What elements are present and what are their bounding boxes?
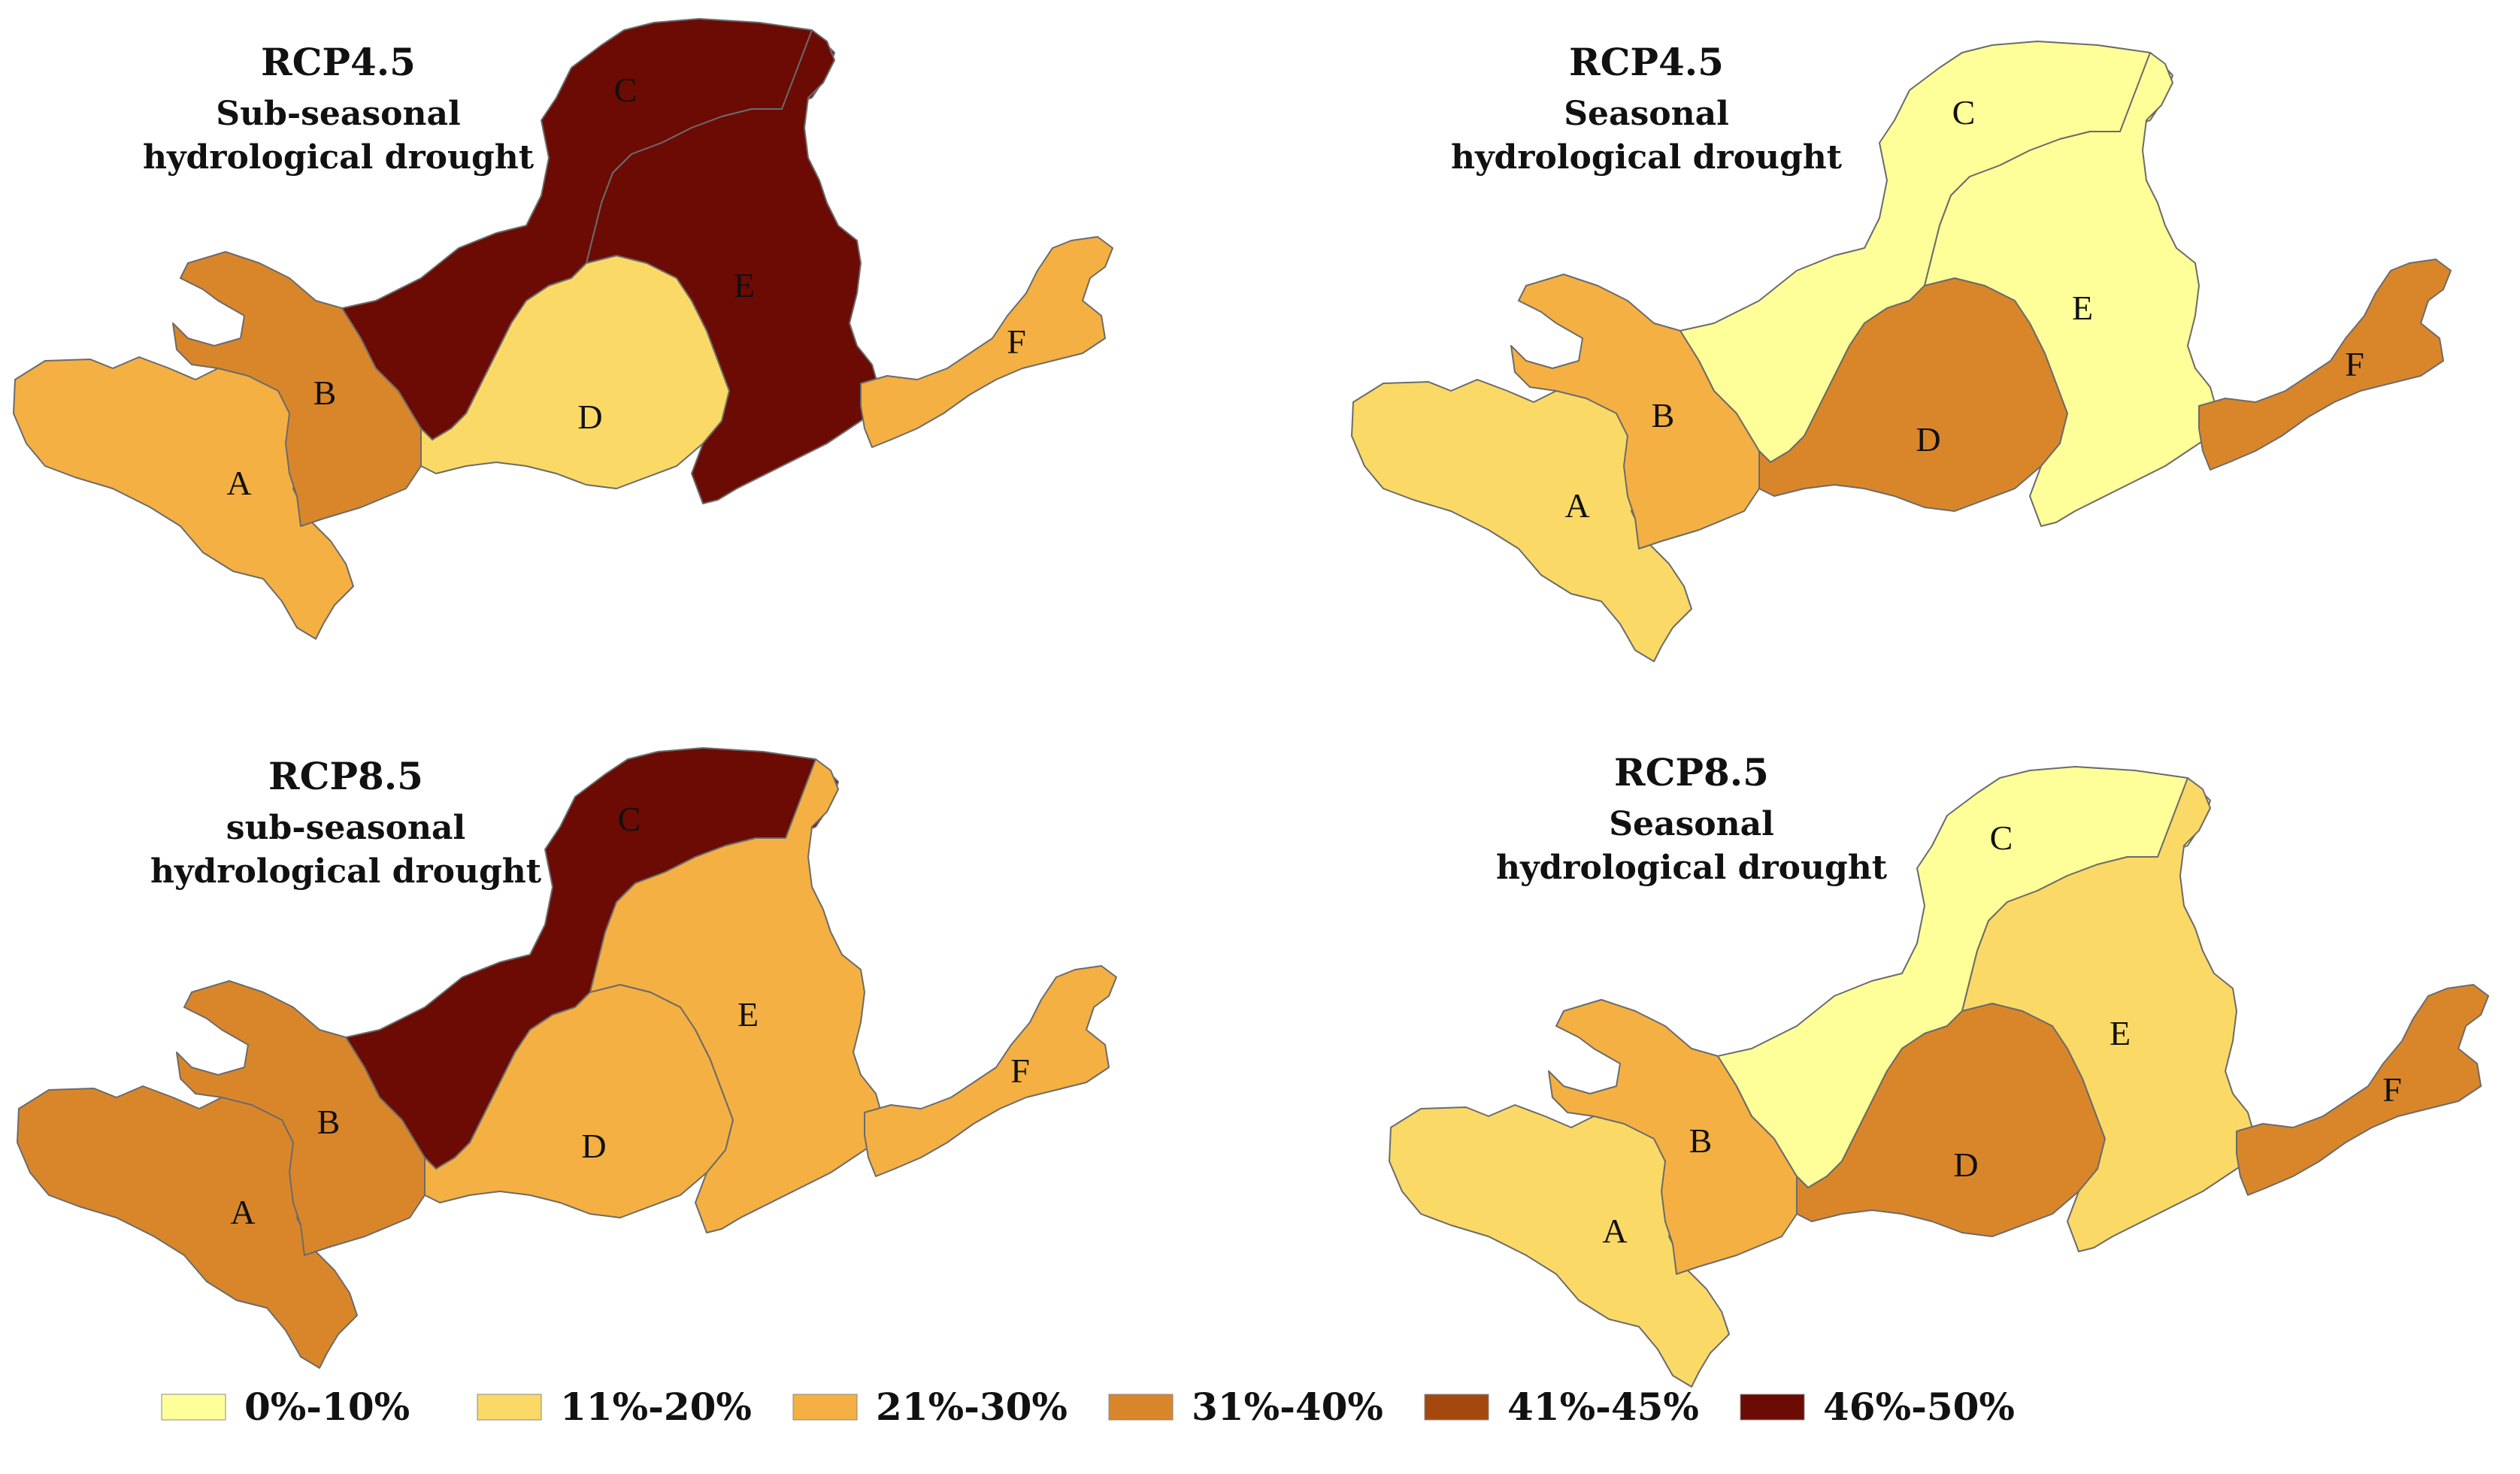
map-title-1: RCP4.5 Sub-seasonal hydrological drought: [143, 40, 535, 177]
region-label-a: A: [1602, 1212, 1627, 1250]
legend-swatch: [1740, 1394, 1805, 1421]
region-label-e: E: [738, 995, 759, 1034]
region-label-b: B: [1652, 396, 1675, 434]
region-label-c: C: [1952, 93, 1976, 132]
map-panel-2: A B C D E F: [1351, 41, 2452, 662]
legend-swatch: [477, 1394, 542, 1421]
region-label-c: C: [614, 71, 638, 109]
region-label-b: B: [317, 1103, 341, 1141]
map-title-line-2: Sub-seasonal: [216, 95, 460, 133]
region-label-a: A: [230, 1193, 255, 1231]
map-panel-3: A B C D E F: [17, 747, 1117, 1369]
region-label-f: F: [2382, 1070, 2402, 1109]
legend-label: 11%-20%: [560, 1385, 752, 1429]
maps-layer: A B C D E F RCP4.5 Sub-seasonal hydrological dro…: [13, 18, 2489, 1388]
legend-swatch: [1424, 1394, 1489, 1421]
region-label-a: A: [226, 464, 251, 502]
region-label-f: F: [2345, 345, 2364, 383]
region-label-d: D: [1953, 1146, 1978, 1184]
map-title-line-2: Seasonal: [1564, 95, 1729, 133]
map-title-line-3: hydrological drought: [1496, 849, 1888, 887]
region-label-b: B: [313, 374, 337, 412]
legend: 0%-10% 11%-20% 21%-30% 31%-40% 41%-45% 46%-50…: [161, 1385, 2015, 1429]
legend-label: 21%-30%: [876, 1385, 1068, 1429]
map-panel-4: A B C D E F: [1389, 766, 2489, 1388]
map-title-line-1: RCP8.5: [268, 754, 423, 798]
map-title-line-3: hydrological drought: [143, 138, 535, 177]
legend-swatch: [161, 1394, 226, 1421]
map-title-line-3: hydrological drought: [150, 852, 542, 891]
region-label-e: E: [2072, 289, 2093, 327]
map-title-4: RCP8.5 Seasonal hydrological drought: [1496, 750, 1888, 887]
region-label-d: D: [581, 1127, 606, 1165]
map-title-line-1: RCP8.5: [1614, 750, 1769, 795]
region-label-c: C: [1990, 819, 2013, 857]
region-label-d: D: [577, 398, 602, 436]
region-label-e: E: [734, 266, 755, 304]
map-title-3: RCP8.5 sub-seasonal hydrological drought: [150, 754, 542, 891]
legend-swatch: [1108, 1394, 1174, 1421]
region-f: [864, 965, 1117, 1177]
region-label-a: A: [1564, 486, 1589, 525]
legend-label: 46%-50%: [1823, 1385, 2015, 1429]
map-title-line-1: RCP4.5: [1569, 40, 1724, 84]
region-f: [860, 236, 1113, 448]
region-label-f: F: [1007, 322, 1026, 361]
region-label-e: E: [2110, 1014, 2131, 1052]
map-panel-1: A B C D E F: [13, 18, 1113, 640]
map-title-line-2: Seasonal: [1609, 805, 1774, 843]
region-label-d: D: [1916, 420, 1940, 459]
region-f: [2236, 984, 2489, 1196]
map-title-line-2: sub-seasonal: [226, 809, 465, 847]
legend-label: 0%-10%: [244, 1385, 410, 1429]
region-label-c: C: [618, 800, 641, 838]
region-label-f: F: [1010, 1052, 1030, 1090]
legend-swatch: [792, 1394, 858, 1421]
map-title-2: RCP4.5 Seasonal hydrological drought: [1451, 40, 1843, 177]
legend-label: 31%-40%: [1192, 1385, 1383, 1429]
region-f: [2198, 259, 2452, 471]
map-title-line-1: RCP4.5: [261, 40, 416, 84]
legend-label: 41%-45%: [1507, 1385, 1699, 1429]
map-title-line-3: hydrological drought: [1451, 138, 1843, 177]
region-label-b: B: [1689, 1121, 1713, 1160]
